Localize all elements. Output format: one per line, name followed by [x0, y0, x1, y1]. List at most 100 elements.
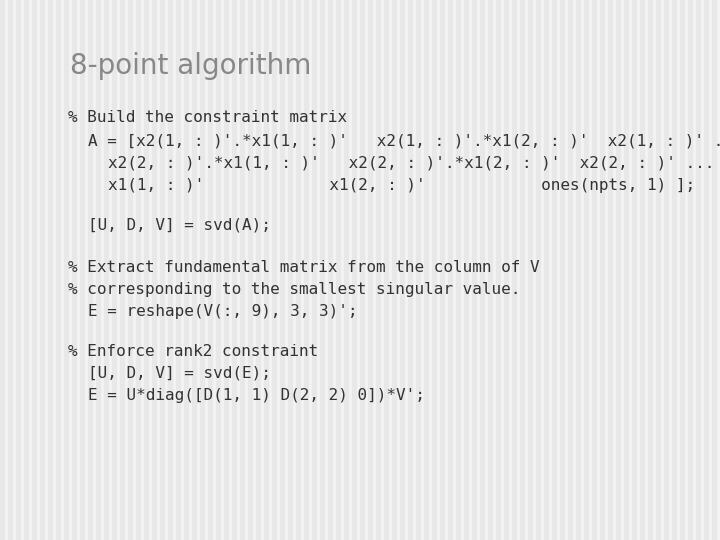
Bar: [592, 0, 596, 540]
Bar: [624, 0, 628, 540]
Bar: [568, 0, 572, 540]
Text: % Enforce rank2 constraint: % Enforce rank2 constraint: [68, 344, 318, 359]
Text: % Build the constraint matrix: % Build the constraint matrix: [68, 110, 347, 125]
Bar: [424, 0, 428, 540]
Bar: [376, 0, 380, 540]
Bar: [520, 0, 524, 540]
Bar: [320, 0, 324, 540]
Bar: [496, 0, 500, 540]
Bar: [456, 0, 460, 540]
Bar: [432, 0, 436, 540]
Bar: [40, 0, 44, 540]
Bar: [192, 0, 196, 540]
Bar: [312, 0, 316, 540]
Bar: [88, 0, 92, 540]
Bar: [264, 0, 268, 540]
Bar: [472, 0, 476, 540]
Bar: [600, 0, 604, 540]
Bar: [8, 0, 12, 540]
Bar: [272, 0, 276, 540]
Bar: [416, 0, 420, 540]
Bar: [488, 0, 492, 540]
Bar: [408, 0, 412, 540]
Bar: [504, 0, 508, 540]
Bar: [64, 0, 68, 540]
Text: E = reshape(V(:, 9), 3, 3)';: E = reshape(V(:, 9), 3, 3)';: [88, 304, 358, 319]
Bar: [344, 0, 348, 540]
Bar: [680, 0, 684, 540]
Text: % corresponding to the smallest singular value.: % corresponding to the smallest singular…: [68, 282, 521, 297]
Bar: [608, 0, 612, 540]
Bar: [280, 0, 284, 540]
Text: A = [x2(1, : )'.*x1(1, : )'   x2(1, : )'.*x1(2, : )'  x2(1, : )' ...: A = [x2(1, : )'.*x1(1, : )' x2(1, : )'.*…: [88, 134, 720, 149]
Text: 8-point algorithm: 8-point algorithm: [70, 52, 311, 80]
Bar: [112, 0, 116, 540]
Bar: [648, 0, 652, 540]
Bar: [160, 0, 164, 540]
Bar: [400, 0, 404, 540]
Text: x2(2, : )'.*x1(1, : )'   x2(2, : )'.*x1(2, : )'  x2(2, : )' ...: x2(2, : )'.*x1(1, : )' x2(2, : )'.*x1(2,…: [108, 156, 714, 171]
Bar: [176, 0, 180, 540]
Bar: [584, 0, 588, 540]
Bar: [32, 0, 36, 540]
Bar: [696, 0, 700, 540]
Bar: [352, 0, 356, 540]
Bar: [128, 0, 132, 540]
Bar: [16, 0, 20, 540]
Bar: [120, 0, 124, 540]
Bar: [464, 0, 468, 540]
Bar: [216, 0, 220, 540]
Bar: [48, 0, 52, 540]
Text: E = U*diag([D(1, 1) D(2, 2) 0])*V';: E = U*diag([D(1, 1) D(2, 2) 0])*V';: [88, 388, 425, 403]
Bar: [440, 0, 444, 540]
Bar: [672, 0, 676, 540]
Bar: [656, 0, 660, 540]
Bar: [144, 0, 148, 540]
Bar: [712, 0, 716, 540]
Bar: [536, 0, 540, 540]
Bar: [232, 0, 236, 540]
Bar: [96, 0, 100, 540]
Bar: [640, 0, 644, 540]
Bar: [256, 0, 260, 540]
Bar: [24, 0, 28, 540]
Bar: [328, 0, 332, 540]
Bar: [368, 0, 372, 540]
Bar: [616, 0, 620, 540]
Bar: [184, 0, 188, 540]
Bar: [56, 0, 60, 540]
Text: [U, D, V] = svd(A);: [U, D, V] = svd(A);: [88, 218, 271, 233]
Bar: [168, 0, 172, 540]
Bar: [576, 0, 580, 540]
Bar: [200, 0, 204, 540]
Bar: [544, 0, 548, 540]
Bar: [248, 0, 252, 540]
Text: % Extract fundamental matrix from the column of V: % Extract fundamental matrix from the co…: [68, 260, 539, 275]
Bar: [208, 0, 212, 540]
Bar: [480, 0, 484, 540]
Bar: [296, 0, 300, 540]
Bar: [80, 0, 84, 540]
Bar: [688, 0, 692, 540]
Bar: [152, 0, 156, 540]
Bar: [384, 0, 388, 540]
Bar: [664, 0, 668, 540]
Bar: [136, 0, 140, 540]
Bar: [304, 0, 308, 540]
Bar: [704, 0, 708, 540]
Bar: [512, 0, 516, 540]
Bar: [224, 0, 228, 540]
Bar: [560, 0, 564, 540]
Bar: [72, 0, 76, 540]
Bar: [632, 0, 636, 540]
Text: x1(1, : )'             x1(2, : )'            ones(npts, 1) ];: x1(1, : )' x1(2, : )' ones(npts, 1) ];: [108, 178, 695, 193]
Bar: [552, 0, 556, 540]
Bar: [336, 0, 340, 540]
Bar: [448, 0, 452, 540]
Bar: [104, 0, 108, 540]
Bar: [392, 0, 396, 540]
Bar: [528, 0, 532, 540]
Bar: [0, 0, 4, 540]
Text: [U, D, V] = svd(E);: [U, D, V] = svd(E);: [88, 366, 271, 381]
Bar: [360, 0, 364, 540]
